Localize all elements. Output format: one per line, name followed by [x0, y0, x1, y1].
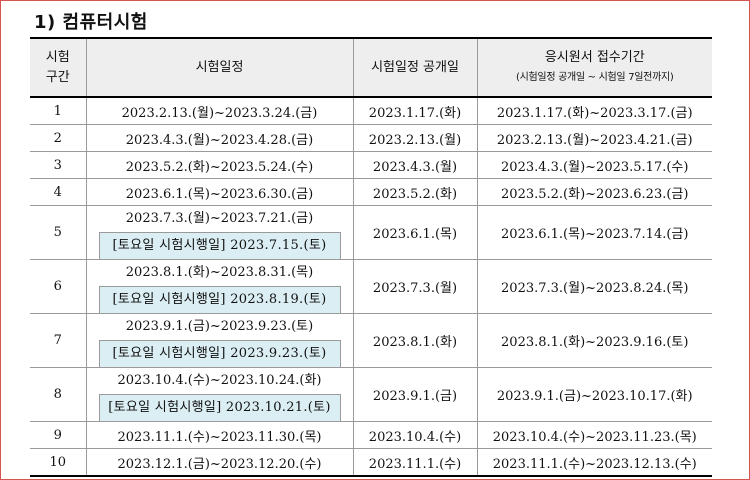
- round-number-cell: 6: [30, 259, 87, 314]
- schedule-cell: 2023.2.13.(월)~2023.3.24.(금): [85, 97, 354, 125]
- saturday-exam-date: [토요일 시험시행일] 2023.9.23.(토): [112, 346, 327, 361]
- round-number-cell: 2: [30, 124, 87, 152]
- round-number-cell: 10: [30, 448, 87, 477]
- round-number-cell: 5: [30, 205, 87, 260]
- schedule-cell: 2023.5.2.(화)~2023.5.24.(수): [85, 151, 354, 179]
- table-row: 10 2023.12.1.(금)~2023.12.20.(수) 2023.11.1.…: [30, 448, 712, 477]
- schedule-period: 2023.10.4.(수)~2023.10.24.(화): [117, 373, 322, 388]
- saturday-exam-note: [토요일 시험시행일] 2023.9.23.(토): [98, 340, 341, 367]
- schedule-period: 2023.9.1.(금)~2023.9.23.(토): [125, 319, 314, 334]
- round-number-cell: 1: [30, 97, 87, 125]
- application-period-cell: 2023.11.1.(수)~2023.12.13.(수): [476, 448, 712, 477]
- header-round-line1: 시험: [45, 49, 70, 65]
- release-date-cell: 2023.8.1.(화): [352, 313, 478, 368]
- release-date-cell: 2023.5.2.(화): [352, 178, 478, 206]
- table-row: 6 2023.8.1.(화)~2023.8.31.(목) [토요일 시험시행일] 2…: [30, 259, 712, 314]
- section-title: 1) 컴퓨터시험: [34, 12, 148, 33]
- schedule-stack: 2023.10.4.(수)~2023.10.24.(화) [토요일 시험시행일] …: [87, 368, 353, 421]
- round-number-cell: 3: [30, 151, 87, 179]
- header-schedule: 시험일정: [85, 37, 354, 98]
- schedule-cell: 2023.11.1.(수)~2023.11.30.(목): [85, 421, 354, 449]
- header-round-line2: 구간: [45, 69, 70, 85]
- application-period-cell: 2023.4.3.(월)~2023.5.17.(수): [476, 151, 712, 179]
- schedule-stack: 2023.9.1.(금)~2023.9.23.(토) [토요일 시험시행일] 20…: [87, 314, 353, 367]
- round-number-cell: 9: [30, 421, 87, 449]
- release-date-cell: 2023.11.1.(수): [352, 448, 478, 477]
- table-row: 9 2023.11.1.(수)~2023.11.30.(목) 2023.10.4.(…: [30, 421, 712, 449]
- table-row: 7 2023.9.1.(금)~2023.9.23.(토) [토요일 시험시행일] 2…: [30, 313, 712, 368]
- table-header-row: 시험 구간 시험일정 시험일정 공개일 응시원서 접수기간 (시험일정 공개일 …: [30, 37, 712, 98]
- release-date-cell: 2023.2.13.(월): [352, 124, 478, 152]
- table-body: 1 2023.2.13.(월)~2023.3.24.(금) 2023.1.17.(화…: [30, 97, 712, 477]
- application-period-cell: 2023.10.4.(수)~2023.11.23.(목): [476, 421, 712, 449]
- round-number-cell: 7: [30, 313, 87, 368]
- schedule-cell: 2023.6.1.(목)~2023.6.30.(금): [85, 178, 354, 206]
- release-date-cell: 2023.6.1.(목): [352, 205, 478, 260]
- saturday-exam-note: [토요일 시험시행일] 2023.10.21.(토): [98, 394, 341, 421]
- table-row: 1 2023.2.13.(월)~2023.3.24.(금) 2023.1.17.(화…: [30, 97, 712, 125]
- release-date-cell: 2023.1.17.(화): [352, 97, 478, 125]
- saturday-exam-date: [토요일 시험시행일] 2023.8.19.(토): [112, 292, 327, 307]
- exam-schedule-table: 시험 구간 시험일정 시험일정 공개일 응시원서 접수기간 (시험일정 공개일 …: [30, 37, 712, 477]
- application-period-cell: 2023.9.1.(금)~2023.10.17.(화): [476, 367, 712, 422]
- schedule-cell: 2023.4.3.(월)~2023.4.28.(금): [85, 124, 354, 152]
- application-period-cell: 2023.7.3.(월)~2023.8.24.(목): [476, 259, 712, 314]
- table-row: 8 2023.10.4.(수)~2023.10.24.(화) [토요일 시험시행일]…: [30, 367, 712, 422]
- application-period-cell: 2023.6.1.(목)~2023.7.14.(금): [476, 205, 712, 260]
- release-date-cell: 2023.9.1.(금): [352, 367, 478, 422]
- header-release: 시험일정 공개일: [352, 37, 478, 98]
- schedule-cell: 2023.9.1.(금)~2023.9.23.(토) [토요일 시험시행일] 20…: [85, 313, 354, 368]
- table-row: 2 2023.4.3.(월)~2023.4.28.(금) 2023.2.13.(월)…: [30, 124, 712, 152]
- saturday-exam-date: [토요일 시험시행일] 2023.10.21.(토): [108, 400, 331, 415]
- header-application-note: (시험일정 공개일 ~ 시험일 7일전까지): [516, 71, 674, 83]
- schedule-cell: 2023.10.4.(수)~2023.10.24.(화) [토요일 시험시행일] …: [85, 367, 354, 422]
- saturday-exam-note: [토요일 시험시행일] 2023.7.15.(토): [98, 232, 341, 259]
- table-row: 4 2023.6.1.(목)~2023.6.30.(금) 2023.5.2.(화) 2…: [30, 178, 712, 206]
- application-period-cell: 2023.1.17.(화)~2023.3.17.(금): [476, 97, 712, 125]
- release-date-cell: 2023.4.3.(월): [352, 151, 478, 179]
- round-number-cell: 8: [30, 367, 87, 422]
- schedule-cell: 2023.7.3.(월)~2023.7.21.(금) [토요일 시험시행일] 20…: [85, 205, 354, 260]
- application-period-cell: 2023.5.2.(화)~2023.6.23.(금): [476, 178, 712, 206]
- header-application-title: 응시원서 접수기간: [544, 49, 645, 65]
- schedule-period: 2023.8.1.(화)~2023.8.31.(목): [125, 265, 314, 280]
- schedule-period: 2023.7.3.(월)~2023.7.21.(금): [125, 211, 314, 226]
- table-row: 3 2023.5.2.(화)~2023.5.24.(수) 2023.4.3.(월) 2…: [30, 151, 712, 179]
- saturday-exam-note: [토요일 시험시행일] 2023.8.19.(토): [98, 286, 341, 313]
- round-number-cell: 4: [30, 178, 87, 206]
- header-round: 시험 구간: [30, 37, 87, 98]
- release-date-cell: 2023.10.4.(수): [352, 421, 478, 449]
- schedule-cell: 2023.12.1.(금)~2023.12.20.(수): [85, 448, 354, 477]
- application-period-cell: 2023.2.13.(월)~2023.4.21.(금): [476, 124, 712, 152]
- table-row: 5 2023.7.3.(월)~2023.7.21.(금) [토요일 시험시행일] 2…: [30, 205, 712, 260]
- saturday-exam-date: [토요일 시험시행일] 2023.7.15.(토): [112, 238, 327, 253]
- header-application: 응시원서 접수기간 (시험일정 공개일 ~ 시험일 7일전까지): [476, 37, 712, 98]
- schedule-stack: 2023.7.3.(월)~2023.7.21.(금) [토요일 시험시행일] 20…: [87, 206, 353, 259]
- application-period-cell: 2023.8.1.(화)~2023.9.16.(토): [476, 313, 712, 368]
- schedule-stack: 2023.8.1.(화)~2023.8.31.(목) [토요일 시험시행일] 20…: [87, 260, 353, 313]
- release-date-cell: 2023.7.3.(월): [352, 259, 478, 314]
- schedule-cell: 2023.8.1.(화)~2023.8.31.(목) [토요일 시험시행일] 20…: [85, 259, 354, 314]
